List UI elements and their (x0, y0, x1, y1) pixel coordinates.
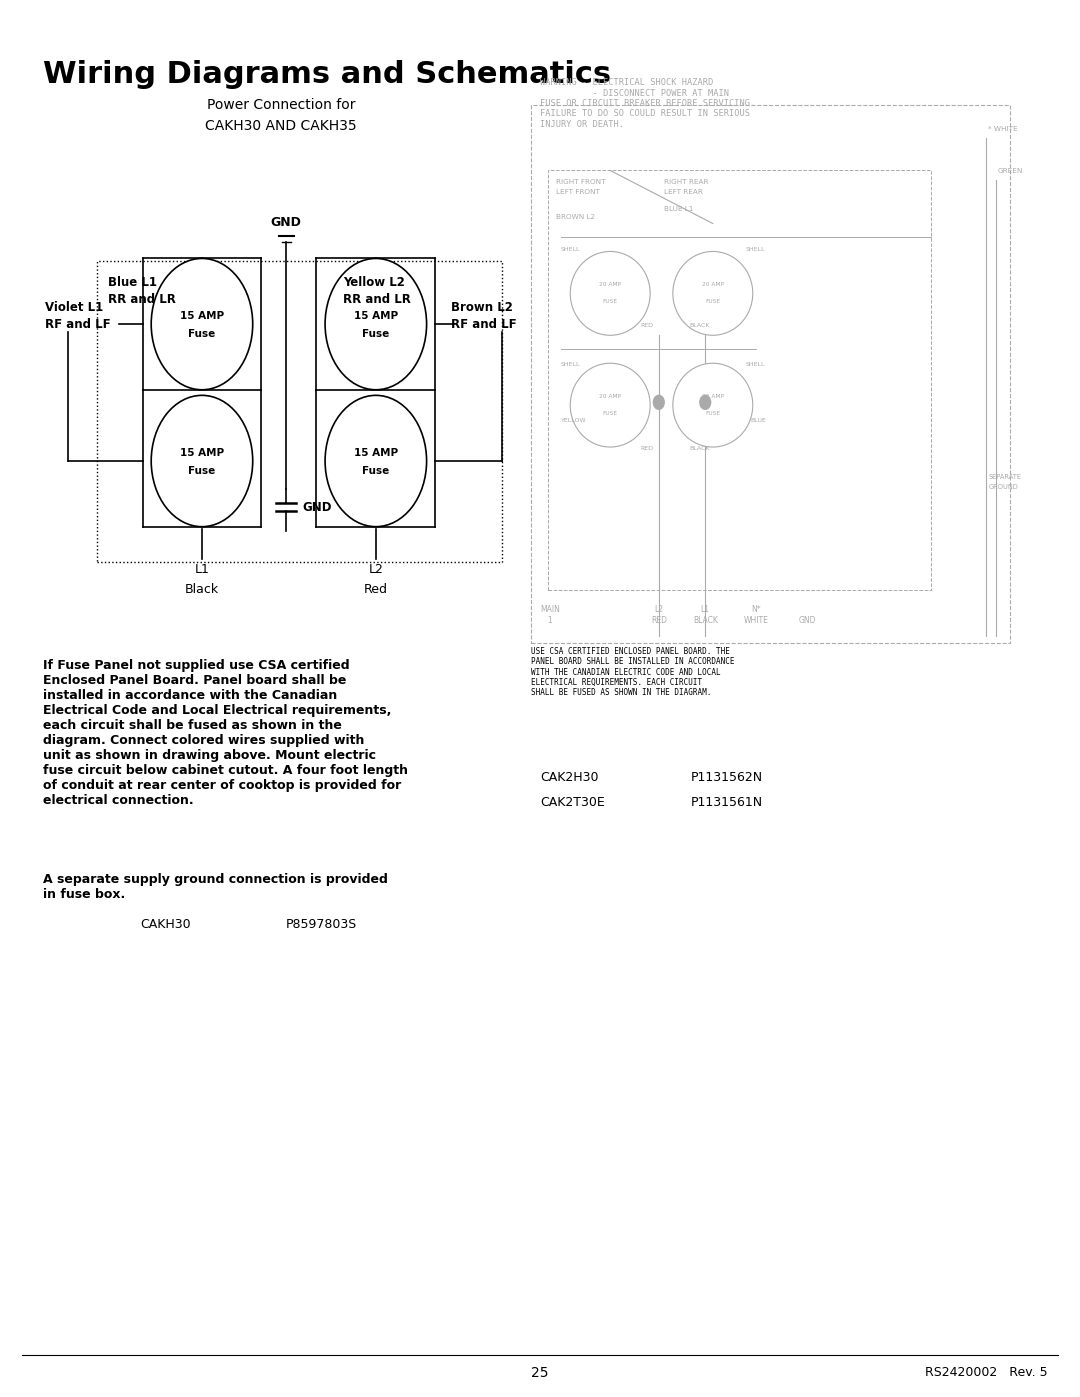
Text: RR and LR: RR and LR (343, 293, 411, 306)
Text: YELLOW: YELLOW (561, 418, 586, 423)
Ellipse shape (673, 251, 753, 335)
Text: Fuse: Fuse (188, 328, 216, 339)
Text: Fuse: Fuse (362, 465, 390, 476)
Text: CAKH30 AND CAKH35: CAKH30 AND CAKH35 (205, 119, 356, 133)
Text: N*: N* (752, 605, 760, 613)
Text: Wiring Diagrams and Schematics: Wiring Diagrams and Schematics (43, 60, 611, 89)
Text: L2: L2 (654, 605, 663, 613)
Ellipse shape (570, 251, 650, 335)
Text: A separate supply ground connection is provided
in fuse box.: A separate supply ground connection is p… (43, 873, 388, 901)
Circle shape (700, 395, 711, 409)
Text: MAIN: MAIN (540, 605, 559, 613)
Text: BLACK: BLACK (689, 446, 710, 451)
Text: RS2420002   Rev. 5: RS2420002 Rev. 5 (924, 1366, 1048, 1379)
Text: FUSE: FUSE (705, 299, 720, 305)
Text: L1: L1 (701, 605, 710, 613)
Text: Red: Red (364, 583, 388, 595)
Text: RF and LF: RF and LF (451, 319, 517, 331)
Text: Fuse: Fuse (362, 328, 390, 339)
Text: Brown L2: Brown L2 (451, 302, 513, 314)
Bar (531, 105, 1010, 643)
Text: FUSE: FUSE (603, 299, 618, 305)
Text: GREEN: GREEN (998, 168, 1023, 175)
Text: GND: GND (302, 500, 332, 514)
Text: CAK2H30: CAK2H30 (540, 771, 598, 784)
Text: P1131561N: P1131561N (691, 796, 764, 809)
Text: RIGHT FRONT: RIGHT FRONT (556, 179, 606, 186)
Ellipse shape (570, 363, 650, 447)
Text: 15 AMP: 15 AMP (180, 447, 224, 458)
Text: If Fuse Panel not supplied use CSA certified
Enclosed Panel Board. Panel board s: If Fuse Panel not supplied use CSA certi… (43, 659, 408, 807)
Text: Yellow L2: Yellow L2 (343, 277, 405, 289)
Text: WARNING - ELECTRICAL SHOCK HAZARD
          - DISCONNECT POWER AT MAIN
FUSE OR C: WARNING - ELECTRICAL SHOCK HAZARD - DISC… (540, 78, 755, 129)
Circle shape (151, 395, 253, 527)
Text: BROWN L2: BROWN L2 (556, 214, 595, 221)
Text: Power Connection for: Power Connection for (206, 98, 355, 112)
Text: LEFT REAR: LEFT REAR (664, 189, 703, 196)
Circle shape (653, 395, 664, 409)
Text: RF and LF: RF and LF (45, 319, 111, 331)
Text: RED: RED (640, 446, 653, 451)
Text: L2: L2 (368, 563, 383, 576)
Text: L1: L1 (194, 563, 210, 576)
Text: Black: Black (185, 583, 219, 595)
Text: 1: 1 (548, 616, 552, 624)
Text: 25: 25 (531, 1366, 549, 1380)
Text: WHITE: WHITE (743, 616, 769, 624)
Circle shape (151, 258, 253, 390)
Text: P1131562N: P1131562N (691, 771, 764, 784)
Text: 20 AMP: 20 AMP (599, 282, 621, 288)
Text: Violet L1: Violet L1 (45, 302, 104, 314)
Text: CAKH30: CAKH30 (140, 918, 191, 930)
Text: USE CSA CERTIFIED ENCLOSED PANEL BOARD. THE
PANEL BOARD SHALL BE INSTALLED IN AC: USE CSA CERTIFIED ENCLOSED PANEL BOARD. … (531, 647, 734, 697)
Text: SHELL: SHELL (561, 247, 580, 253)
Text: 20 AMP: 20 AMP (702, 394, 724, 400)
Text: Fuse: Fuse (188, 465, 216, 476)
Text: SHELL: SHELL (561, 362, 580, 367)
Text: RR and LR: RR and LR (108, 293, 176, 306)
Text: BLACK: BLACK (689, 323, 710, 328)
Circle shape (325, 395, 427, 527)
Text: BLACK: BLACK (692, 616, 718, 624)
Text: 15 AMP: 15 AMP (354, 447, 397, 458)
Text: BLUE: BLUE (751, 418, 767, 423)
Text: RIGHT REAR: RIGHT REAR (664, 179, 708, 186)
Text: Blue L1: Blue L1 (108, 277, 157, 289)
Text: FUSE: FUSE (705, 411, 720, 416)
Text: RED: RED (651, 616, 666, 624)
Bar (97, 261, 502, 562)
Text: CAK2T30E: CAK2T30E (540, 796, 605, 809)
Text: GND: GND (271, 217, 301, 229)
Bar (548, 170, 931, 590)
Text: GROUND: GROUND (988, 483, 1018, 490)
Text: GND: GND (799, 616, 816, 624)
Ellipse shape (673, 363, 753, 447)
Text: * WHITE: * WHITE (988, 126, 1017, 133)
Text: P8597803S: P8597803S (286, 918, 357, 930)
Text: 15 AMP: 15 AMP (180, 310, 224, 321)
Circle shape (325, 258, 427, 390)
Text: FUSE: FUSE (603, 411, 618, 416)
Text: SHELL: SHELL (745, 247, 765, 253)
Text: BLUE L1: BLUE L1 (664, 205, 693, 212)
Text: RED: RED (640, 323, 653, 328)
Text: LEFT FRONT: LEFT FRONT (556, 189, 600, 196)
Text: SEPARATE: SEPARATE (988, 474, 1022, 481)
Text: 20 AMP: 20 AMP (702, 282, 724, 288)
Text: 20 AMP: 20 AMP (599, 394, 621, 400)
Text: SHELL: SHELL (745, 362, 765, 367)
Text: 15 AMP: 15 AMP (354, 310, 397, 321)
